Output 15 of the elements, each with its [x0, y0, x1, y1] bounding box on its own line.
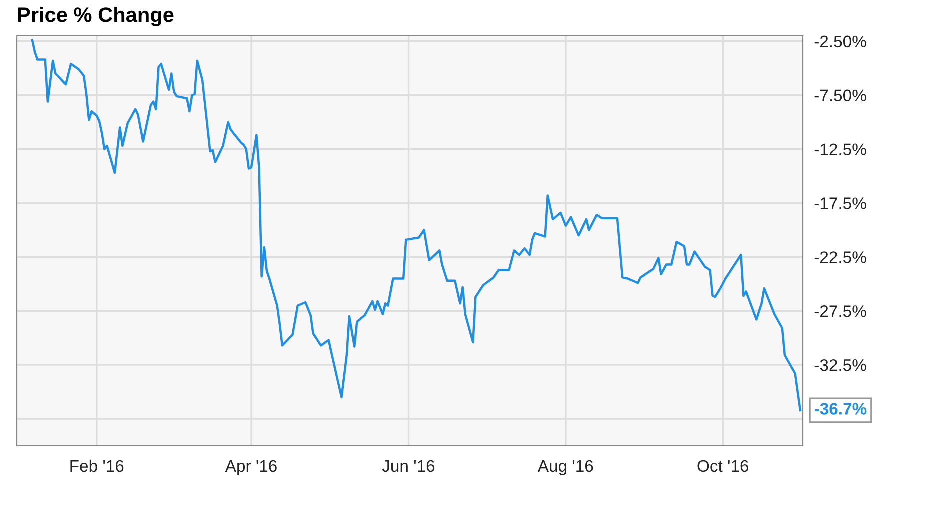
y-tick-label: -7.50% [814, 90, 866, 102]
y-tick-label: -27.5% [814, 306, 866, 318]
x-tick-label: Apr '16 [225, 460, 277, 476]
y-tick-label: -22.5% [814, 252, 866, 264]
annotation: -36.7% [814, 403, 867, 415]
line-series [31, 39, 802, 412]
x-tick-label: Jun '16 [382, 460, 435, 472]
y-tick-label: -32.5% [814, 359, 866, 372]
y-tick-label: -12.5% [814, 144, 866, 156]
y-tick-label: -17.5% [814, 198, 866, 210]
y-tick-label: -2.50% [814, 36, 866, 48]
x-tick-label: Oct '16 [698, 460, 749, 472]
x-tick-label: Aug '16 [538, 460, 594, 476]
x-tick-label: Feb '16 [70, 460, 124, 472]
chart-title: Price % Change [18, 7, 174, 27]
